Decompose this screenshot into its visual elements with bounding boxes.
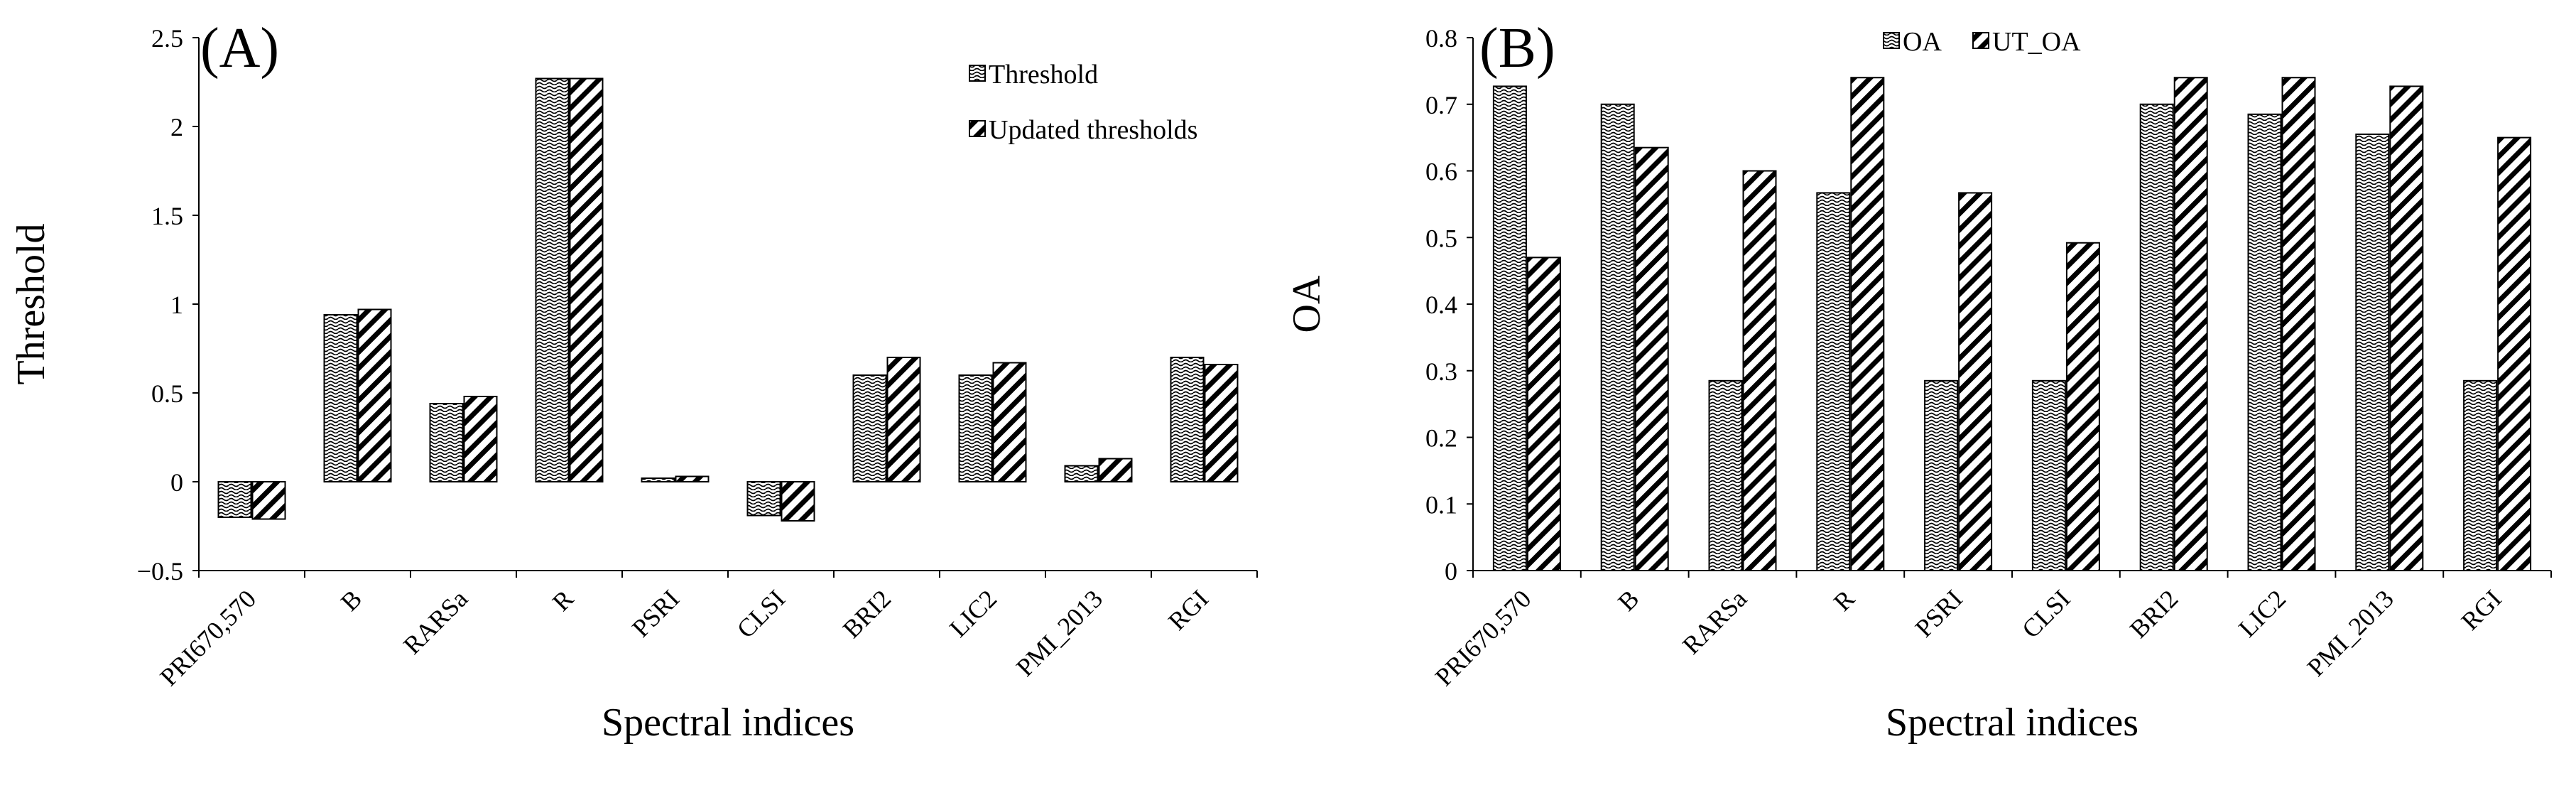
y-tick-label: 0.5 — [1425, 224, 1457, 252]
y-tick-label: 0.2 — [1425, 424, 1457, 453]
bar-threshold-lic2 — [958, 374, 993, 482]
y-tick-label: 1.5 — [151, 202, 183, 230]
y-axis-title: OA — [1285, 275, 1329, 333]
legend-label-ut-oa: UT_OA — [1992, 27, 2081, 57]
y-tick-label: 0.1 — [1425, 490, 1457, 519]
x-tick-label: PRI670,570 — [155, 584, 262, 691]
x-axis-title: Spectral indices — [602, 701, 854, 745]
panel-a: −0.5 0 0.5 1 1.5 2 2.5 PRI670,570 B RARSa R PSRI CLS… — [9, 17, 1258, 745]
bar-ut-oa-lic2 — [2281, 77, 2316, 571]
bar-ut-oa-pri670-570 — [1526, 257, 1561, 571]
x-tick-label: R — [1828, 584, 1860, 616]
x-tick-label: PMI_2013 — [2302, 584, 2399, 681]
bar-oa-r — [1816, 192, 1851, 571]
x-tick-label: LIC2 — [944, 584, 1002, 642]
bar-threshold-pmi-2013 — [1064, 465, 1099, 482]
bar-ut-oa-clsi — [2065, 242, 2100, 571]
bar-updated-thresholds-psri — [675, 475, 710, 482]
bar-ut-oa-r — [1850, 77, 1885, 571]
x-tick-label: RGI — [2456, 584, 2507, 635]
x-tick-label: PMI_2013 — [1011, 584, 1108, 681]
bar-updated-thresholds-lic2 — [992, 362, 1027, 482]
bar-ut-oa-rarsa — [1742, 170, 1777, 571]
y-tick-label: 2.5 — [151, 24, 183, 53]
y-tick-label: −0.5 — [137, 557, 183, 585]
x-tick-label: PSRI — [1910, 584, 1968, 642]
bar-ut-oa-psri — [1958, 192, 1993, 571]
bar-threshold-b — [323, 314, 358, 482]
y-tick-label: 0.5 — [151, 379, 183, 408]
bar-updated-thresholds-b — [357, 308, 392, 482]
legend-swatch-oa — [1883, 32, 1900, 49]
bar-threshold-clsi — [746, 481, 781, 517]
bar-threshold-psri — [641, 477, 675, 482]
bar-updated-thresholds-r — [569, 77, 604, 482]
legend-label-oa: OA — [1903, 27, 1942, 57]
y-tick-label: 1 — [170, 291, 183, 319]
x-tick-label: R — [547, 584, 579, 616]
x-tick-label: BRI2 — [837, 584, 896, 643]
bar-threshold-rgi — [1170, 357, 1205, 482]
bar-oa-rgi — [2463, 379, 2498, 571]
x-tick-label: CLSI — [2016, 584, 2075, 643]
legend: Threshold Updated thresholds — [969, 60, 1197, 145]
legend-swatch-ut-oa — [1972, 32, 1989, 49]
bar-oa-clsi — [2031, 379, 2066, 571]
x-tick-label: BRI2 — [2124, 584, 2183, 643]
bar-threshold-r — [535, 77, 570, 482]
bar-threshold-bri2 — [852, 374, 887, 482]
bar-updated-thresholds-pri670-570 — [251, 481, 286, 520]
bar-threshold-pri670-570 — [217, 481, 252, 518]
y-tick-label: 2 — [170, 113, 183, 141]
x-axis-title: Spectral indices — [1886, 701, 2138, 745]
bar-oa-bri2 — [2139, 103, 2174, 571]
legend-label-updated-thresholds: Updated thresholds — [989, 115, 1197, 145]
x-tick-label: B — [335, 584, 367, 616]
legend-swatch-threshold — [969, 65, 986, 82]
bar-oa-pri670-570 — [1492, 85, 1527, 571]
x-tick-label: CLSI — [732, 584, 790, 643]
bar-ut-oa-b — [1634, 146, 1669, 571]
y-tick-label: 0.7 — [1425, 91, 1457, 119]
bar-ut-oa-pmi-2013 — [2389, 85, 2424, 571]
x-tick-label: LIC2 — [2233, 584, 2291, 642]
bar-updated-thresholds-bri2 — [886, 357, 921, 482]
bar-oa-lic2 — [2247, 113, 2282, 571]
y-tick-label: 0.4 — [1425, 291, 1457, 319]
x-tick-label: RARSa — [398, 584, 473, 659]
bar-updated-thresholds-rarsa — [463, 396, 498, 482]
x-tick-label: RARSa — [1677, 584, 1752, 659]
y-tick-label: 0.6 — [1425, 158, 1457, 186]
bar-oa-rarsa — [1708, 379, 1743, 571]
y-tick-label: 0 — [1445, 557, 1457, 585]
panel-b: 0 0.1 0.2 0.3 0.4 0.5 0.6 0.7 0.8 PRI670,570 B RARS… — [1285, 17, 2552, 745]
panel-label: (B) — [1479, 17, 1555, 80]
bar-threshold-rarsa — [429, 403, 464, 482]
x-tick-label: PSRI — [626, 584, 685, 642]
bar-ut-oa-rgi — [2497, 136, 2532, 571]
x-tick-label: B — [1612, 584, 1644, 616]
x-tick-label: RGI — [1163, 584, 1214, 635]
legend-label-threshold: Threshold — [989, 60, 1098, 90]
bar-oa-psri — [1924, 379, 1959, 571]
legend: OA UT_OA — [1883, 27, 2081, 57]
bar-updated-thresholds-rgi — [1204, 364, 1239, 482]
x-tick-label: PRI670,570 — [1430, 584, 1537, 691]
bar-ut-oa-bri2 — [2173, 77, 2208, 571]
legend-swatch-updated-thresholds — [969, 120, 986, 137]
bar-oa-b — [1600, 103, 1635, 571]
bar-updated-thresholds-pmi-2013 — [1098, 458, 1133, 482]
bar-oa-pmi-2013 — [2355, 133, 2390, 571]
y-tick-label: 0 — [170, 468, 183, 497]
y-tick-label: 0.8 — [1425, 24, 1457, 53]
y-tick-label: 0.3 — [1425, 357, 1457, 386]
panel-label: (A) — [200, 17, 279, 80]
bar-updated-thresholds-clsi — [781, 481, 815, 522]
y-axis-title: Threshold — [9, 223, 53, 384]
